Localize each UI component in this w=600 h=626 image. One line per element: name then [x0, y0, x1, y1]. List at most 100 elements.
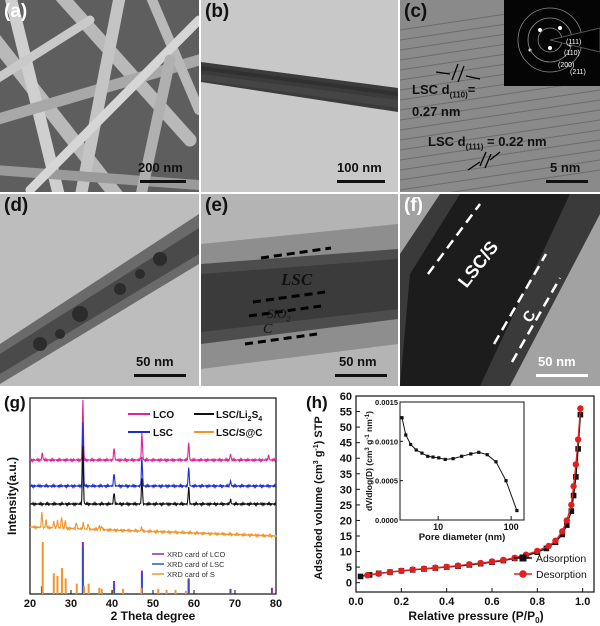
xrd-y-axis-label: Intensity(a.u.) — [5, 457, 19, 535]
inset-pore-point — [460, 454, 464, 458]
bet-y-tick-label: 15 — [340, 531, 352, 543]
bet-y-tick-label: 50 — [340, 422, 352, 434]
xrd-x-tick-label: 60 — [188, 598, 200, 610]
bet-y-tick-label: 0 — [346, 578, 352, 590]
bet-point-adsorption — [568, 508, 575, 514]
tem-layered-rod-image — [201, 194, 398, 386]
inset-pore-point — [515, 508, 519, 513]
xrd-legend: LCO LSC LSC/Li2S4 LSC/S@C — [128, 410, 262, 439]
xrd-pattern-lsc — [29, 422, 277, 490]
card-legend-s: XRD card of S — [167, 570, 215, 579]
bet-x-tick-label: 0.6 — [484, 596, 499, 608]
inset-pore-point — [414, 448, 418, 452]
legend-lco: LCO — [153, 410, 174, 421]
xrd-x-tick-label: 20 — [24, 598, 36, 610]
xrd-pattern-lsc-s-c — [29, 511, 277, 539]
panel-b-tem-image: (b) 100 nm — [201, 0, 398, 192]
bet-y-tick-label: 45 — [340, 438, 352, 450]
bet-point-desorption — [432, 564, 439, 571]
inset-pore-point — [485, 453, 489, 457]
inset-pore-point — [443, 457, 447, 462]
xrd-pattern-lsc-li2s4 — [29, 445, 277, 508]
bet-point-desorption — [420, 565, 428, 572]
bet-point-desorption — [398, 567, 405, 575]
inset-x-tick-label: 10 — [433, 522, 443, 532]
inset-y-tick-label: 0.0005 — [375, 477, 398, 486]
lattice-marker-2 — [467, 151, 501, 171]
tem-sulfur-rod-image — [400, 194, 600, 386]
panel-a-sem-image: (a) 200 nm — [0, 0, 199, 192]
bet-point-desorption — [488, 558, 496, 565]
bet-point-desorption — [375, 570, 382, 577]
panel-e-label: (e) — [205, 195, 229, 216]
inset-pore-point — [431, 455, 435, 459]
inset-x-axis-label: Pore diameter (nm) — [419, 532, 506, 543]
bet-point-adsorption — [357, 573, 364, 580]
saed-ring-211: (211) — [570, 69, 586, 76]
tem-nanorod-image — [201, 0, 398, 192]
panel-b-scale-bar — [337, 180, 385, 183]
inset-y-tick-label: 0.0015 — [375, 398, 398, 407]
bet-point-desorption — [574, 436, 582, 443]
xrd-pattern-lco — [29, 399, 277, 464]
card-legend-lco: XRD card of LCO — [167, 550, 226, 559]
bet-point-desorption — [563, 517, 570, 524]
bet-y-tick-label: 5 — [346, 562, 352, 574]
bet-y-tick-label: 35 — [340, 469, 352, 481]
bet-point-desorption — [577, 405, 584, 412]
bet-point-desorption — [534, 547, 541, 555]
bet-point-adsorption — [570, 492, 577, 499]
legend-li2s4: LSC/Li2S4 — [216, 410, 262, 423]
xrd-x-axis-label: 2 Theta degree — [111, 609, 196, 623]
panel-f-tem-image: (f) LSC/S C 50 nm — [400, 194, 600, 386]
sem-nanorods-image — [0, 0, 199, 192]
panel-b-scale-text: 100 nm — [337, 160, 382, 175]
bet-point-adsorption — [573, 474, 579, 480]
inset-pore-point — [477, 450, 481, 454]
xrd-x-tick-label: 30 — [65, 598, 77, 610]
inset-frame — [399, 401, 525, 521]
panel-d-tem-image: (d) 50 nm — [0, 194, 199, 386]
bet-point-desorption — [477, 559, 484, 567]
bet-x-tick-label: 1.0 — [575, 596, 590, 608]
bet-point-adsorption — [575, 446, 581, 452]
panel-f-label: (f) — [404, 195, 423, 216]
panel-c-hrtem-image: (111) (110) (200) (211) (c) LSC d(110)= … — [400, 0, 600, 192]
bet-x-tick-label: 0.2 — [394, 596, 409, 608]
lattice-marker-1 — [435, 63, 481, 83]
bet-point-desorption — [552, 537, 559, 544]
inset-pore-point — [504, 479, 508, 483]
bet-x-axis-label: Relative pressure (P/P0) — [408, 609, 543, 625]
inset-x-tick-label: 100 — [504, 522, 519, 532]
xrd-x-tick-label: 80 — [270, 598, 282, 610]
bet-point-desorption — [500, 556, 507, 564]
panel-c-label: (c) — [404, 1, 428, 22]
tem-nanorod-d-image — [0, 194, 199, 386]
saed-ring-110: (110) — [564, 50, 580, 57]
bet-y-tick-label: 40 — [340, 453, 352, 465]
panel-h-label: (h) — [306, 393, 328, 412]
bet-point-desorption — [454, 562, 462, 569]
inset-pore-point — [409, 442, 413, 447]
inset-pore-point — [451, 457, 455, 461]
inset-pore-point — [420, 451, 424, 455]
panel-c-annotation-111: LSC d(111) = 0.22 nm — [428, 134, 547, 152]
panel-c-scale-bar — [546, 180, 588, 183]
bet-y-tick-label: 20 — [340, 515, 352, 527]
bet-point-desorption — [386, 568, 394, 576]
card-legend-lsc: XRD card of LSC — [167, 560, 225, 569]
bet-y-tick-label: 30 — [340, 484, 352, 496]
bet-x-tick-label: 0.8 — [530, 596, 545, 608]
saed-ring-200: (200) — [558, 62, 574, 69]
legend-lsc: LSC — [153, 428, 173, 439]
legend-desorption: Desorption — [536, 569, 587, 581]
hrtem-lattice-image: (111) (110) (200) (211) — [400, 0, 600, 192]
bet-legend: Adsorption Desorption — [514, 553, 587, 581]
bet-point-desorption — [559, 528, 566, 535]
panel-e-c-label: C — [263, 322, 273, 337]
panel-d-label: (d) — [4, 195, 29, 216]
panel-e-tem-image: (e) LSC SiO2 C 50 nm — [201, 194, 398, 386]
panel-e-scale-bar — [335, 374, 387, 377]
inset-pore-point — [400, 416, 404, 420]
panel-d-scale-bar — [134, 374, 186, 377]
